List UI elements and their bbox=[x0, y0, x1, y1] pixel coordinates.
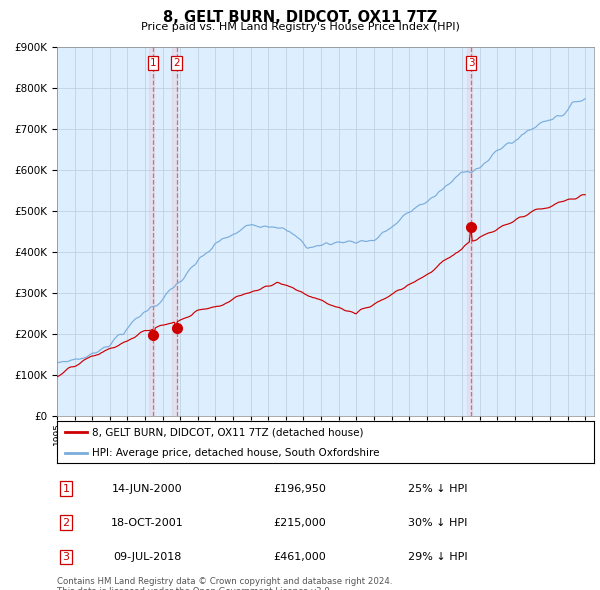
Text: 8, GELT BURN, DIDCOT, OX11 7TZ (detached house): 8, GELT BURN, DIDCOT, OX11 7TZ (detached… bbox=[92, 427, 364, 437]
Text: 25% ↓ HPI: 25% ↓ HPI bbox=[408, 484, 468, 493]
Text: 2: 2 bbox=[173, 58, 180, 68]
Text: 1: 1 bbox=[62, 484, 70, 493]
Text: HPI: Average price, detached house, South Oxfordshire: HPI: Average price, detached house, Sout… bbox=[92, 448, 379, 458]
Bar bbox=[467, 47, 472, 416]
Text: 30% ↓ HPI: 30% ↓ HPI bbox=[409, 518, 467, 527]
Text: 2: 2 bbox=[62, 518, 70, 527]
Bar bbox=[149, 47, 154, 416]
Text: 3: 3 bbox=[468, 58, 475, 68]
Bar bbox=[172, 47, 178, 416]
Text: Price paid vs. HM Land Registry's House Price Index (HPI): Price paid vs. HM Land Registry's House … bbox=[140, 22, 460, 32]
Text: £215,000: £215,000 bbox=[274, 518, 326, 527]
Text: Contains HM Land Registry data © Crown copyright and database right 2024.
This d: Contains HM Land Registry data © Crown c… bbox=[57, 577, 392, 590]
Text: 1: 1 bbox=[150, 58, 157, 68]
Text: 18-OCT-2001: 18-OCT-2001 bbox=[110, 518, 184, 527]
Text: 8, GELT BURN, DIDCOT, OX11 7TZ: 8, GELT BURN, DIDCOT, OX11 7TZ bbox=[163, 10, 437, 25]
Text: 09-JUL-2018: 09-JUL-2018 bbox=[113, 552, 181, 562]
Text: 29% ↓ HPI: 29% ↓ HPI bbox=[408, 552, 468, 562]
Text: £196,950: £196,950 bbox=[274, 484, 326, 493]
Text: 14-JUN-2000: 14-JUN-2000 bbox=[112, 484, 182, 493]
Text: £461,000: £461,000 bbox=[274, 552, 326, 562]
Text: 3: 3 bbox=[62, 552, 70, 562]
